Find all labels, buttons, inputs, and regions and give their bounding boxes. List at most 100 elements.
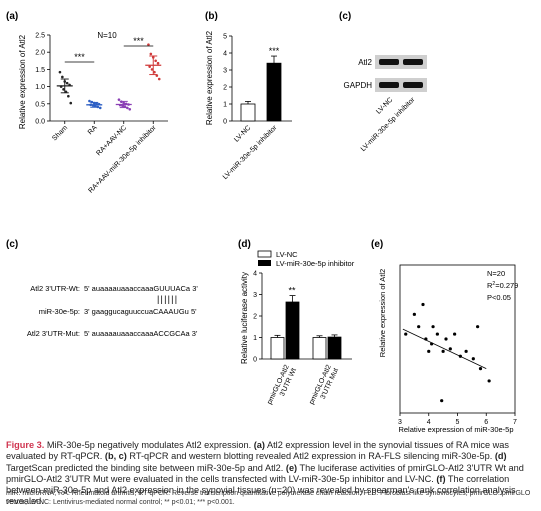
blot-label-gapdh: GAPDH — [344, 81, 373, 90]
panel-a-ytick-label: 2.5 — [35, 33, 45, 40]
panel-a-significance-stars: *** — [74, 52, 85, 62]
panel-d-bar — [270, 337, 285, 360]
figure-caption: Figure 3. MiR-30e-5p negatively modulate… — [6, 440, 536, 508]
panel-e-data-point — [417, 325, 421, 329]
panel-b: (b) Relative expression of Atl2 0 1 2 3 4 5 LV… — [205, 11, 292, 181]
panel-e-data-point — [464, 349, 468, 353]
blot-band-gapdh-inhibitor — [403, 82, 423, 88]
panel-b-ytick-label: 2 — [223, 85, 227, 92]
seq-name-mir: miR-30e-5p: — [39, 307, 80, 316]
panel-d-ytick-label: 0 — [253, 357, 257, 364]
panel-e-data-point — [471, 357, 475, 361]
panel-b-ytick-label: 1 — [223, 102, 227, 109]
panel-a-data-point — [128, 108, 132, 111]
panel-e-data-point — [412, 312, 416, 316]
blot-label-atl2: Atl2 — [358, 58, 372, 67]
blot-band-atl2-inhibitor — [403, 59, 423, 65]
annot-p: P<0.05 — [487, 293, 511, 302]
caption-ref-e: (e) — [285, 462, 298, 473]
panel-a-data-point — [148, 65, 151, 68]
panel-b-label: (b) — [205, 11, 218, 22]
panel-a-ytick-label: 0.5 — [35, 101, 45, 108]
panel-a-data-point — [150, 68, 154, 71]
panel-d: (d) Relative luciferase activity LV-NC L… — [238, 239, 355, 409]
blot-band-gapdh-lv-nc — [379, 82, 399, 88]
caption-text-e: The luciferase activities of pmirGLO-Atl… — [6, 462, 524, 484]
panel-a-category-label: RA — [87, 124, 99, 136]
panel-b-ytick-label: 3 — [223, 68, 227, 75]
panel-a-data-point — [69, 101, 73, 105]
caption-ref-f: (f) — [436, 473, 446, 484]
panel-a: (a) N=10 Relative expression of Atl2 0.0… — [6, 11, 168, 195]
panel-b-ytick-label: 0 — [223, 119, 227, 126]
panel-a-data-point — [149, 52, 153, 56]
caption-ref-bc: (b, c) — [104, 451, 127, 462]
panel-a-data-point — [147, 43, 150, 46]
panel-c-blot: (c) Atl2 GAPDH LV-NC LV-miR-30e-5p inhib… — [339, 11, 427, 153]
blot-gapdh-background — [375, 78, 427, 92]
caption-text-bc: RT-qPCR and western blotting revealed At… — [126, 451, 495, 462]
panel-e-regression-line — [402, 328, 487, 369]
caption-text-a: Atl2 expression level in the synovial ti… — [6, 440, 510, 462]
blot-band-atl2-lv-nc — [379, 59, 399, 65]
panel-e-data-point — [404, 332, 408, 336]
seq-name-wt: Atl2 3'UTR-Wt: — [30, 284, 80, 293]
legend-label-lv-nc: LV-NC — [276, 250, 298, 259]
panel-b-significance-stars: *** — [269, 46, 280, 56]
caption-title: MiR-30e-5p negatively modulates Atl2 exp… — [44, 440, 254, 450]
panel-e-data-point — [444, 337, 448, 341]
panel-c-seq-label: (c) — [6, 239, 18, 250]
panel-e-ylabel: Relative expression of Atl2 — [378, 269, 387, 357]
caption-figure-number: Figure 3. — [6, 440, 45, 450]
panel-e-data-point — [427, 349, 431, 353]
panel-e-data-point — [421, 302, 425, 307]
legend-swatch-lv-nc — [257, 250, 272, 258]
blot-lane-lv-nc: LV-NC — [375, 96, 394, 115]
panel-e-data-point — [431, 325, 435, 329]
panel-e-data-point — [448, 347, 452, 351]
panel-e-label: (e) — [371, 239, 383, 250]
panel-e-data-point — [453, 332, 457, 336]
panel-a-data-point — [121, 104, 124, 108]
panel-a-data-point — [98, 106, 102, 110]
seq-mut: 5' auaaaauaaaccaaaACCGCAa 3' — [84, 329, 198, 338]
panel-d-ytick-label: 1 — [253, 335, 257, 342]
panel-b-ytick-label: 4 — [223, 51, 227, 58]
panel-e-xtick-label: 6 — [484, 419, 488, 426]
annot-r2: R2=0.279 — [487, 281, 518, 290]
legend-label-inhibitor: LV-miR-30e-5p inhibitor — [276, 259, 355, 268]
panel-d-category-label: pmirGLO-Atl23'UTR Wt — [266, 364, 298, 409]
panel-e-data-point — [440, 399, 444, 403]
panel-a-ylabel: Relative expression of Atl2 — [18, 34, 27, 129]
panel-e-xlabel: Relative expression of miR-30e-5p — [398, 425, 513, 434]
caption-ref-d: (d) — [494, 451, 507, 462]
panel-e-data-point — [441, 349, 445, 353]
seq-wt: 5' auaaaauaaaccaaaGUUUACa 3' — [84, 284, 198, 293]
caption-text-f: The correlation between miR-30e-5p and A… — [6, 473, 516, 507]
panel-a-category-label: Sham — [51, 124, 69, 142]
panel-a-ytick-label: 2.0 — [35, 50, 45, 57]
figure-footnote: miR: microRNA; RA: Rheumatoid arthritis;… — [6, 490, 531, 506]
panel-b-bar — [266, 62, 282, 122]
seq-name-mut: Atl2 3'UTR-Mut: — [27, 329, 80, 338]
panel-a-label: (a) — [6, 11, 18, 22]
panel-a-data-point — [153, 70, 156, 74]
panel-b-category-label: LV-miR-30e-5p inhibitor — [222, 124, 279, 181]
panel-d-significance-stars: ** — [288, 286, 296, 296]
legend-swatch-inhibitor — [258, 260, 271, 266]
panel-d-ytick-label: 2 — [253, 314, 257, 321]
panel-e-data-point — [476, 325, 480, 329]
panel-b-category-label: LV-NC — [233, 124, 252, 143]
panel-c-blot-label: (c) — [339, 11, 351, 22]
panel-a-data-point — [117, 98, 121, 101]
panel-e-data-point — [435, 332, 439, 336]
panel-c-sequence: (c) Atl2 3'UTR-Wt: 5' auaaaauaaaccaaaGUU… — [6, 239, 198, 338]
panel-b-ylabel: Relative expression of Atl2 — [205, 30, 214, 125]
panel-d-bar — [285, 301, 300, 360]
panel-d-ytick-label: 4 — [253, 271, 257, 278]
figure-canvas: (a) N=10 Relative expression of Atl2 0.0… — [6, 11, 518, 434]
blot-atl2-background — [375, 55, 427, 69]
panel-e-xtick-label: 7 — [513, 419, 517, 426]
panel-e-xtick-label: 4 — [427, 419, 431, 426]
panel-a-data-point — [61, 75, 64, 79]
